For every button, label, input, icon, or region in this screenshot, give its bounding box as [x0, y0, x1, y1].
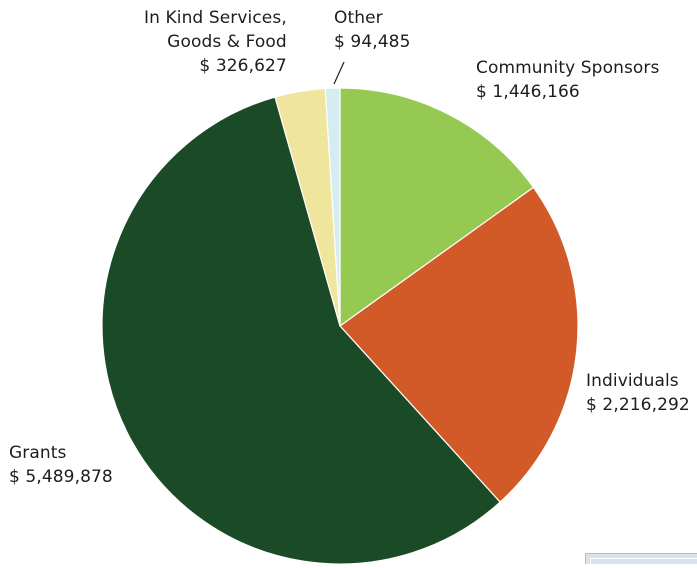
label-other: Other $ 94,485 [334, 6, 411, 54]
label-individuals: Individuals $ 2,216,292 [586, 369, 690, 417]
pie-slice-community-sponsors [339, 87, 535, 328]
label-grants: Grants $ 5,489,878 [9, 441, 113, 489]
corner-ui-artifact [585, 553, 697, 564]
label-community-sponsors: Community Sponsors $ 1,446,166 [476, 56, 659, 104]
pie-slice-grants [101, 96, 501, 565]
label-in-kind-line2: Goods & Food [167, 32, 287, 52]
other-leader-line [333, 61, 345, 85]
pie-slice-other [324, 87, 341, 327]
label-individuals-name: Individuals [586, 371, 679, 391]
value-individuals: $ 2,216,292 [586, 395, 690, 415]
label-other-name: Other [334, 8, 383, 28]
value-in-kind: $ 326,627 [199, 56, 287, 76]
pie-slice-individuals [339, 186, 579, 503]
value-community-sponsors: $ 1,446,166 [476, 82, 580, 102]
value-grants: $ 5,489,878 [9, 467, 113, 487]
label-grants-name: Grants [9, 443, 67, 463]
value-other: $ 94,485 [334, 32, 411, 52]
label-community-sponsors-name: Community Sponsors [476, 58, 660, 78]
label-in-kind: In Kind Services, Goods & Food $ 326,627 [144, 6, 287, 78]
label-in-kind-line1: In Kind Services, [144, 8, 287, 28]
